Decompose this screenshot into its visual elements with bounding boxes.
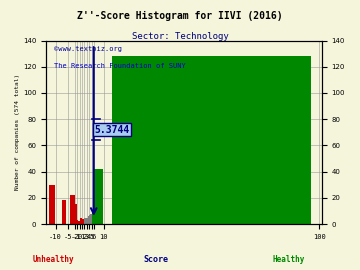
Bar — [81, 218, 82, 224]
Bar — [90, 214, 91, 224]
Bar — [112, 56, 311, 224]
Bar — [88, 216, 89, 224]
Bar — [77, 220, 78, 224]
Bar — [87, 218, 88, 224]
Bar — [83, 219, 84, 224]
Text: ©www.textbiz.org: ©www.textbiz.org — [54, 46, 122, 52]
Bar — [80, 218, 81, 224]
Text: Z''-Score Histogram for IIVI (2016): Z''-Score Histogram for IIVI (2016) — [77, 11, 283, 21]
Text: The Research Foundation of SUNY: The Research Foundation of SUNY — [54, 63, 186, 69]
Text: Sector: Technology: Sector: Technology — [132, 32, 228, 41]
Text: Unhealthy: Unhealthy — [32, 255, 74, 264]
Bar — [78, 221, 80, 224]
Bar — [84, 218, 86, 224]
Bar — [49, 185, 55, 224]
Text: 5.3744: 5.3744 — [94, 125, 130, 135]
Bar — [75, 204, 77, 224]
Bar — [62, 201, 66, 224]
Bar — [89, 215, 90, 224]
Y-axis label: Number of companies (574 total): Number of companies (574 total) — [15, 74, 20, 190]
Text: Score: Score — [144, 255, 169, 264]
Bar — [92, 211, 94, 224]
Bar — [82, 219, 83, 224]
Bar — [94, 169, 103, 224]
Text: Healthy: Healthy — [273, 255, 305, 264]
Bar — [86, 218, 87, 224]
Bar — [70, 195, 75, 224]
